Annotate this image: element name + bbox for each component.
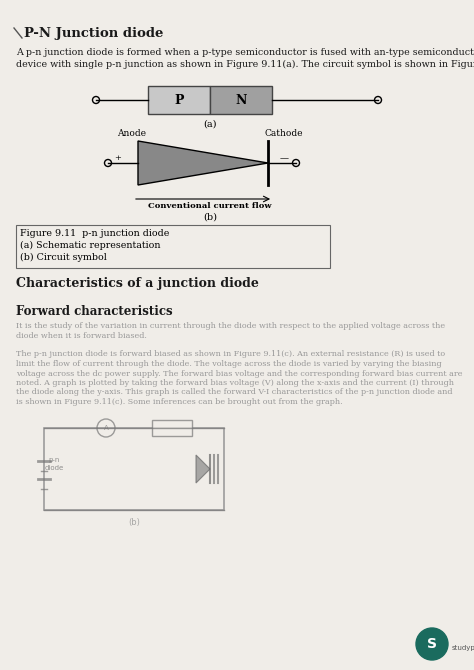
Text: voltage across the dc power supply. The forward bias voltage and the correspondi: voltage across the dc power supply. The … xyxy=(16,369,463,377)
Text: p-n
diode: p-n diode xyxy=(45,457,64,471)
Text: (a) Schematic representation: (a) Schematic representation xyxy=(20,241,161,250)
Text: diode when it is forward biased.: diode when it is forward biased. xyxy=(16,332,147,340)
Text: —: — xyxy=(280,155,289,163)
Bar xyxy=(16,225,330,268)
Bar xyxy=(210,86,272,114)
Circle shape xyxy=(416,628,448,660)
Polygon shape xyxy=(138,141,268,185)
Text: (b): (b) xyxy=(128,518,140,527)
Text: Anode: Anode xyxy=(118,129,146,138)
Text: +: + xyxy=(115,154,121,162)
Text: Forward characteristics: Forward characteristics xyxy=(16,305,173,318)
Text: studypool: studypool xyxy=(452,645,474,651)
Text: Cathode: Cathode xyxy=(265,129,303,138)
Text: the diode along the y-axis. This graph is called the forward V-I characteristics: the diode along the y-axis. This graph i… xyxy=(16,389,453,397)
Text: Figure 9.11  p-n junction diode: Figure 9.11 p-n junction diode xyxy=(20,229,169,238)
Text: (b) Circuit symbol: (b) Circuit symbol xyxy=(20,253,107,262)
Text: A p-n junction diode is formed when a p-type semiconductor is fused with an-type: A p-n junction diode is formed when a p-… xyxy=(16,48,474,57)
Text: P: P xyxy=(174,94,184,107)
Text: It is the study of the variation in current through the diode with respect to th: It is the study of the variation in curr… xyxy=(16,322,445,330)
Text: S: S xyxy=(427,637,437,651)
Text: (b): (b) xyxy=(203,213,217,222)
Text: device with single p-n junction as shown in Figure 9.11(a). The circuit symbol i: device with single p-n junction as shown… xyxy=(16,60,474,69)
Text: limit the flow of current through the diode. The voltage across the diode is var: limit the flow of current through the di… xyxy=(16,360,442,368)
Bar xyxy=(148,86,210,114)
Text: The p-n junction diode is forward biased as shown in Figure 9.11(c). An external: The p-n junction diode is forward biased… xyxy=(16,350,445,358)
Text: P-N Junction diode: P-N Junction diode xyxy=(24,27,164,40)
Text: A: A xyxy=(104,425,109,431)
Text: Conventional current flow: Conventional current flow xyxy=(148,202,272,210)
Bar xyxy=(44,428,224,510)
Polygon shape xyxy=(196,455,210,483)
Bar xyxy=(152,420,192,436)
Text: (a): (a) xyxy=(203,120,217,129)
Text: is shown in Figure 9.11(c). Some inferences can be brought out from the graph.: is shown in Figure 9.11(c). Some inferen… xyxy=(16,398,343,406)
Text: N: N xyxy=(235,94,246,107)
Text: Characteristics of a junction diode: Characteristics of a junction diode xyxy=(16,277,259,290)
Text: noted. A graph is plotted by taking the forward bias voltage (V) along the x-axi: noted. A graph is plotted by taking the … xyxy=(16,379,454,387)
